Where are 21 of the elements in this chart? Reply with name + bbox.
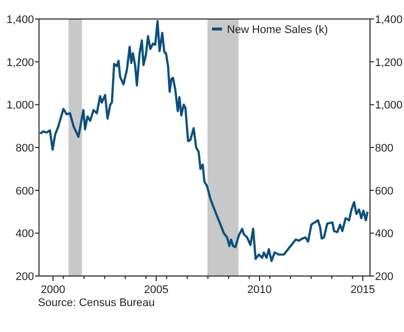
y2-tick-label: 600 [375,185,394,198]
y-tick-label: 1,000 [6,100,34,112]
y-tick-label: 800 [16,142,34,154]
y-tick-label: 1,400 [6,14,34,26]
source-note: Source: Census Bureau [38,297,155,309]
y-tick-label: 1,200 [6,56,34,69]
line-series [38,20,369,262]
x-tick-label: 2000 [40,284,66,296]
y2-tick-label: 800 [375,142,394,154]
x-tick-label: 2015 [350,284,376,296]
y2-tick-label: 400 [375,228,394,240]
y2-tick-label: 200 [375,271,394,283]
y2-tick-label: 1,000 [375,100,403,112]
x-tick-label: 2005 [144,284,169,296]
y2-tick-label: 1,400 [375,14,403,26]
y2-tick-label: 1,200 [375,56,403,69]
y-tick-label: 400 [16,228,34,240]
y-tick-label: 600 [16,185,34,198]
legend-label: New Home Sales (k) [227,24,328,36]
y-tick-label: 200 [16,271,34,283]
x-tick-label: 2010 [247,284,272,296]
